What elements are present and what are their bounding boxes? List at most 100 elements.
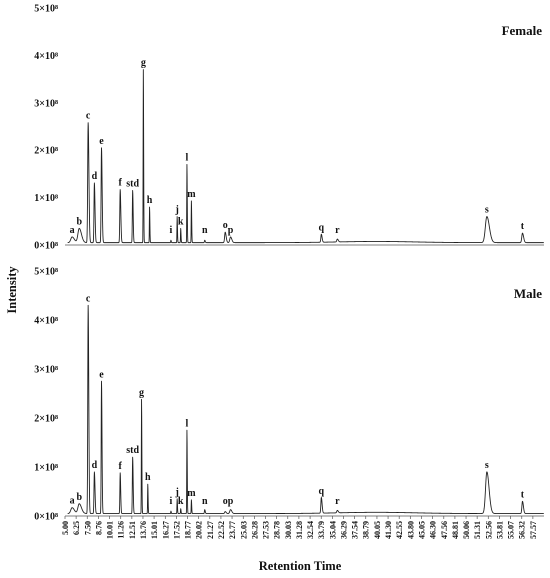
peak-label-s: s: [485, 205, 489, 216]
peak-label-r: r: [335, 496, 340, 507]
x-tick-label: 46.30: [429, 521, 438, 539]
y-tick-label: 2×10⁸: [34, 146, 58, 157]
x-tick-label: 40.05: [373, 521, 382, 539]
x-tick-label: 10.01: [106, 521, 115, 539]
peak-label-m: m: [187, 488, 196, 499]
x-tick-label: 50.06: [462, 521, 471, 539]
peak-label-q: q: [319, 486, 325, 497]
peak-label-f: f: [119, 461, 123, 472]
peak-label-j: j: [174, 205, 178, 216]
x-tick-label: 30.03: [284, 521, 293, 539]
panel-title: Female: [502, 23, 543, 38]
x-tick-label: 15.01: [150, 521, 159, 539]
x-tick-label: 45.05: [417, 521, 426, 539]
peak-label-s: s: [485, 460, 489, 471]
peak-label-o: o: [223, 220, 228, 231]
y-axis-label: Intensity: [5, 266, 19, 314]
peak-label-c: c: [86, 111, 91, 122]
x-tick-label: 13.76: [139, 521, 148, 539]
x-tick-label: 33.79: [317, 521, 326, 539]
x-tick-label: 53.81: [495, 521, 504, 539]
peak-label-a: a: [70, 496, 75, 507]
x-tick-label: 7.50: [83, 521, 92, 535]
y-tick-label: 5×10⁸: [34, 4, 58, 15]
peak-label-std: std: [126, 178, 139, 189]
x-tick-label: 12.51: [128, 521, 137, 539]
y-tick-label: 1×10⁸: [34, 193, 58, 204]
y-tick-label: 5×10⁸: [34, 267, 58, 278]
x-tick-label: 20.02: [195, 521, 204, 539]
peak-label-g: g: [139, 387, 144, 398]
x-tick-label: 18.77: [184, 521, 193, 539]
peak-label-a: a: [70, 225, 75, 236]
x-tick-label: 17.52: [172, 521, 181, 539]
peak-label-h: h: [147, 195, 153, 206]
x-tick-label: 42.55: [395, 521, 404, 539]
y-tick-label: 4×10⁸: [34, 51, 58, 62]
peak-label-k: k: [178, 216, 184, 227]
peak-label-c: c: [86, 293, 91, 304]
x-tick-label: 23.77: [228, 521, 237, 539]
series-line-male: [67, 304, 545, 514]
x-tick-label: 8.76: [94, 521, 103, 535]
x-axis-label: Retention Time: [259, 559, 342, 573]
peak-label-b: b: [76, 216, 82, 227]
peak-label-n: n: [202, 225, 208, 236]
peak-label-k: k: [178, 496, 184, 507]
peak-label-r: r: [335, 225, 340, 236]
y-tick-label: 0×10⁸: [34, 241, 58, 252]
x-tick-label: 56.32: [518, 521, 527, 539]
peak-label-p: p: [228, 496, 234, 507]
x-tick-label: 52.56: [484, 521, 493, 539]
x-tick-label: 43.80: [406, 521, 415, 539]
x-tick-label: 57.57: [529, 521, 538, 539]
x-tick-label: 48.81: [451, 521, 460, 539]
peak-label-std: std: [126, 445, 139, 456]
peak-label-m: m: [187, 189, 196, 200]
x-tick-label: 16.27: [161, 521, 170, 539]
x-tick-label: 6.25: [72, 521, 81, 535]
peak-label-l: l: [186, 418, 189, 429]
y-tick-label: 2×10⁸: [34, 414, 58, 425]
x-tick-label: 27.53: [262, 521, 271, 539]
peak-label-b: b: [76, 492, 82, 503]
peak-label-f: f: [119, 178, 123, 189]
peak-label-e: e: [99, 369, 104, 380]
x-tick-label: 5.00: [61, 521, 70, 535]
peak-label-i: i: [170, 496, 173, 507]
y-tick-label: 3×10⁸: [34, 98, 58, 109]
x-tick-label: 51.31: [473, 521, 482, 539]
peak-label-e: e: [99, 136, 104, 147]
series-line-female: [67, 69, 545, 244]
x-tick-label: 35.04: [328, 521, 337, 539]
y-tick-label: 3×10⁸: [34, 365, 58, 376]
x-tick-label: 36.29: [339, 521, 348, 539]
x-tick-label: 37.54: [351, 521, 360, 539]
x-tick-label: 31.28: [295, 521, 304, 539]
peak-label-n: n: [202, 496, 208, 507]
x-tick-label: 11.26: [117, 521, 126, 539]
x-tick-label: 26.28: [250, 521, 259, 539]
peak-label-j: j: [174, 487, 178, 498]
peak-label-d: d: [92, 171, 98, 182]
peak-label-h: h: [145, 472, 151, 483]
y-tick-label: 1×10⁸: [34, 463, 58, 474]
x-tick-label: 41.30: [384, 521, 393, 539]
peak-label-o: o: [223, 496, 228, 507]
peak-label-t: t: [521, 489, 525, 500]
panel-title: Male: [514, 286, 542, 301]
x-tick-label: 55.07: [507, 521, 516, 539]
x-tick-label: 25.03: [239, 521, 248, 539]
peak-label-l: l: [186, 152, 189, 163]
peak-label-g: g: [141, 58, 146, 69]
peak-label-d: d: [92, 460, 98, 471]
y-tick-label: 0×10⁸: [34, 512, 58, 523]
peak-label-t: t: [521, 221, 525, 232]
peak-label-i: i: [170, 225, 173, 236]
x-tick-label: 28.78: [273, 521, 282, 539]
x-tick-label: 38.79: [362, 521, 371, 539]
x-tick-label: 21.27: [206, 521, 215, 539]
y-tick-label: 4×10⁸: [34, 316, 58, 327]
peak-label-p: p: [228, 225, 234, 236]
